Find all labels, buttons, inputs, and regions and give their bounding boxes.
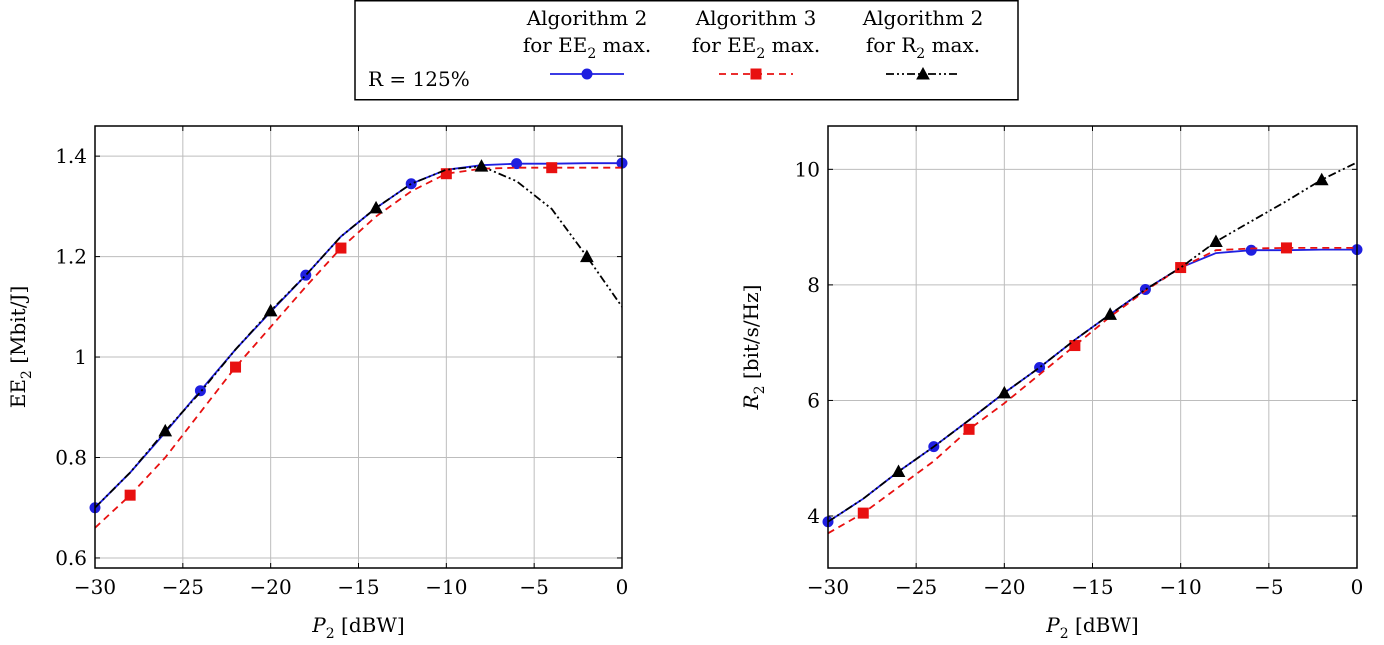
data-point — [405, 178, 417, 190]
y-tick-label: 1.2 — [55, 245, 87, 269]
y-tick-label: 8 — [807, 273, 820, 297]
legend-entry-title: Algorithm 2 — [862, 6, 984, 30]
data-point — [1314, 172, 1329, 186]
data-point — [230, 361, 242, 373]
y-tick-label: 0.8 — [55, 446, 87, 470]
data-point — [891, 464, 906, 478]
axes: −30 −25 −20 −15 −10 −5 0 4 6 8 10 — [795, 126, 1364, 599]
x-axis-label: P2 [dBW] — [1045, 613, 1138, 642]
series-line — [828, 161, 1357, 523]
legend-entry-alg3_ee: Algorithm 3 for EE2 max. — [692, 6, 820, 80]
data-point — [1175, 262, 1187, 274]
axes: −30 −25 −20 −15 −10 −5 0 0.6 0.8 1 1.2 1.4 — [55, 126, 628, 599]
data-point — [1245, 244, 1257, 256]
x-tick-label: −25 — [162, 575, 204, 599]
legend-entry-subtitle: for EE2 max. — [692, 33, 820, 62]
legend-entry-subtitle: for R2 max. — [866, 33, 980, 62]
x-tick-label: −30 — [74, 575, 116, 599]
legend-marker — [750, 68, 762, 80]
y-tick-label: 1.4 — [55, 144, 87, 168]
r2-chart: −30 −25 −20 −15 −10 −5 0 4 6 8 10 P2 [dBW] R2 [bit/s… — [739, 125, 1364, 642]
x-axis-label: P2 [dBW] — [311, 613, 404, 642]
ee2-chart: −30 −25 −20 −15 −10 −5 0 0.6 0.8 1 1.2 1.4 P2 [dBW] E… — [6, 125, 628, 642]
data-point — [124, 489, 136, 501]
x-tick-label: −10 — [1160, 575, 1202, 599]
data-point — [1069, 340, 1081, 352]
legend-entry-title: Algorithm 3 — [695, 6, 817, 30]
series-alg2_r — [828, 161, 1357, 523]
data-point — [546, 162, 558, 174]
series-line — [828, 246, 1357, 535]
data-point — [1280, 242, 1292, 254]
data-point — [857, 507, 869, 519]
data-point — [1209, 234, 1223, 248]
data-point — [580, 249, 594, 263]
data-point — [335, 242, 347, 254]
x-tick-label: −5 — [1254, 575, 1283, 599]
x-tick-label: −25 — [895, 575, 937, 599]
legend-marker — [581, 68, 593, 80]
series-group — [89, 157, 628, 529]
y-axis-label: R2 [bit/s/Hz] — [739, 285, 768, 411]
x-tick-label: −20 — [983, 575, 1025, 599]
y-tick-label: 10 — [795, 157, 820, 181]
x-tick-label: −15 — [1071, 575, 1113, 599]
data-point — [511, 158, 523, 170]
data-point — [263, 303, 278, 317]
series-line — [95, 165, 622, 509]
y-tick-label: 6 — [807, 388, 820, 412]
x-tick-label: −20 — [250, 575, 292, 599]
x-tick-label: −15 — [337, 575, 379, 599]
data-point — [1103, 307, 1117, 320]
x-tick-label: −10 — [425, 575, 467, 599]
data-point — [158, 423, 173, 437]
grid — [827, 126, 1358, 568]
x-tick-label: −5 — [519, 575, 548, 599]
legend-annotation: R = 125% — [368, 67, 470, 91]
series-alg3_ee — [95, 162, 622, 529]
y-tick-label: 4 — [807, 504, 820, 528]
data-point — [1139, 284, 1151, 296]
data-point — [440, 168, 452, 180]
legend-marker — [916, 66, 930, 80]
x-tick-label: 0 — [1351, 575, 1364, 599]
y-tick-label: 1 — [74, 345, 87, 369]
series-line — [95, 166, 622, 529]
x-tick-label: −30 — [807, 575, 849, 599]
legend-frame — [354, 0, 1019, 101]
legend-entry-subtitle: for EE2 max. — [523, 33, 651, 62]
y-axis-label: EE2 [Mbit/J] — [6, 286, 35, 409]
x-tick-label: 0 — [616, 575, 629, 599]
data-point — [474, 159, 489, 172]
data-point — [369, 200, 383, 214]
data-point — [963, 423, 975, 435]
data-point — [997, 385, 1012, 399]
series-group — [822, 161, 1363, 535]
legend-entry-alg2_r: Algorithm 2 for R2 max. — [862, 6, 984, 80]
legend-entry-title: Algorithm 2 — [526, 6, 648, 30]
legend-entry-alg2_ee: Algorithm 2 for EE2 max. — [523, 6, 651, 80]
data-point — [194, 385, 206, 397]
series-alg2_r — [95, 159, 622, 509]
y-tick-label: 0.6 — [55, 546, 87, 570]
grid — [94, 126, 623, 568]
series-alg3_ee — [828, 242, 1357, 535]
